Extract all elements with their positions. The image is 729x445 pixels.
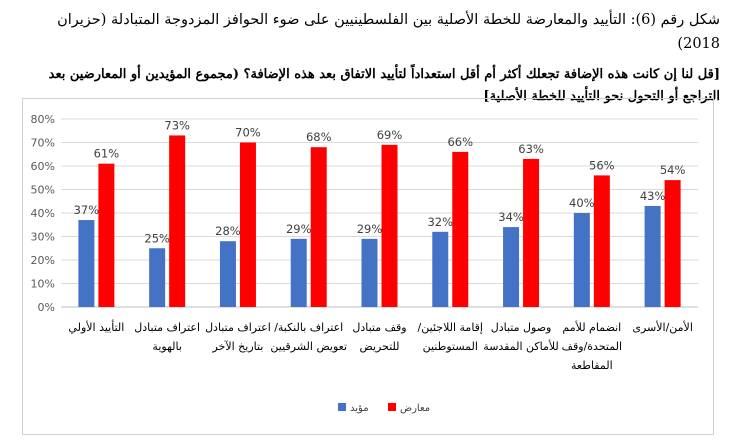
data-label: 68% — [306, 130, 332, 144]
data-label: 69% — [377, 128, 403, 142]
category-label: تعويض الشرقيين — [270, 340, 347, 353]
bar-oppose — [664, 180, 681, 307]
category-label: بالهوية — [152, 340, 181, 353]
bar-support — [78, 220, 95, 307]
bar-oppose — [452, 151, 469, 307]
y-tick-label: 0% — [38, 301, 55, 314]
legend-label-oppose: معارض — [400, 403, 430, 414]
data-label: 32% — [427, 215, 453, 229]
category-label: التأييد الأولي — [68, 319, 124, 334]
data-label: 43% — [640, 189, 666, 203]
bar-support — [290, 238, 307, 307]
category-label: المستوطنين — [423, 340, 478, 353]
bar-support — [361, 238, 378, 307]
y-tick-label: 50% — [31, 184, 55, 197]
y-tick-label: 10% — [31, 278, 55, 291]
data-label: 25% — [144, 231, 170, 245]
legend-swatch-support — [338, 403, 346, 411]
bar-oppose — [381, 144, 398, 307]
category-label: المتحدة/وقف — [562, 340, 622, 353]
data-label: 61% — [94, 147, 120, 161]
data-label: 73% — [164, 118, 190, 132]
category-label: المقاطعة — [571, 359, 613, 372]
y-tick-label: 20% — [31, 254, 55, 267]
y-tick-label: 60% — [31, 160, 55, 173]
data-label: 34% — [498, 210, 524, 224]
category-label: وقف متبادل — [352, 321, 406, 334]
bar-support — [573, 213, 590, 307]
category-label: للتحريض — [359, 340, 399, 353]
category-label: وصول متبادل — [491, 321, 552, 334]
category-label: بتاريخ الآخر — [211, 340, 263, 353]
legend-label-support: مؤيد — [350, 403, 369, 414]
bar-support — [219, 241, 236, 307]
bar-support — [149, 248, 166, 307]
data-label: 40% — [569, 196, 595, 210]
y-tick-label: 30% — [31, 231, 55, 244]
data-label: 37% — [74, 203, 100, 217]
data-label: 29% — [286, 222, 312, 236]
legend-swatch-oppose — [388, 403, 396, 411]
chart-subtitle: [قل لنا إن كانت هذه الإضافة تجعلك أكثر أ… — [48, 67, 720, 104]
bar-oppose — [310, 147, 327, 307]
category-label: انضمام للأمم — [562, 320, 621, 334]
data-label: 66% — [447, 135, 473, 149]
data-label: 56% — [589, 158, 615, 172]
chart-area: 0% 10% 20% 30% 40% 50% 60% 70% 80% 37% 61% التأييد … — [22, 98, 714, 435]
y-tick-label: 40% — [31, 207, 55, 220]
y-tick-label: 80% — [31, 113, 55, 126]
category-label: للأماكن المقدسة — [483, 339, 559, 353]
category-label: الأمن/الأسرى — [632, 320, 693, 334]
bar-support — [432, 231, 449, 307]
chart-title: شكل رقم (6): التأييد والمعارضة للخطة الأ… — [57, 12, 720, 52]
bar-oppose — [169, 135, 186, 307]
y-tick-label: 70% — [31, 137, 55, 150]
category-label: اعتراف متبادل — [134, 321, 200, 334]
category-label: اعتراف متبادل — [205, 321, 271, 334]
bar-support — [503, 227, 520, 307]
category-label: إقامة اللاجئين/ — [418, 321, 483, 334]
bar-oppose — [593, 175, 610, 307]
data-label: 70% — [235, 126, 261, 140]
bar-oppose — [98, 163, 115, 307]
bar-chart: 0% 10% 20% 30% 40% 50% 60% 70% 80% 37% 61% التأييد … — [31, 113, 698, 414]
data-label: 29% — [357, 222, 383, 236]
bar-oppose — [523, 158, 540, 307]
bar-support — [644, 205, 661, 307]
title-block: شكل رقم (6): التأييد والمعارضة للخطة الأ… — [20, 8, 720, 108]
bar-oppose — [239, 142, 256, 307]
data-label: 63% — [518, 142, 544, 156]
category-label: اعتراف بالنكبة/ — [274, 321, 343, 334]
data-label: 54% — [660, 163, 686, 177]
data-label: 28% — [215, 224, 241, 238]
